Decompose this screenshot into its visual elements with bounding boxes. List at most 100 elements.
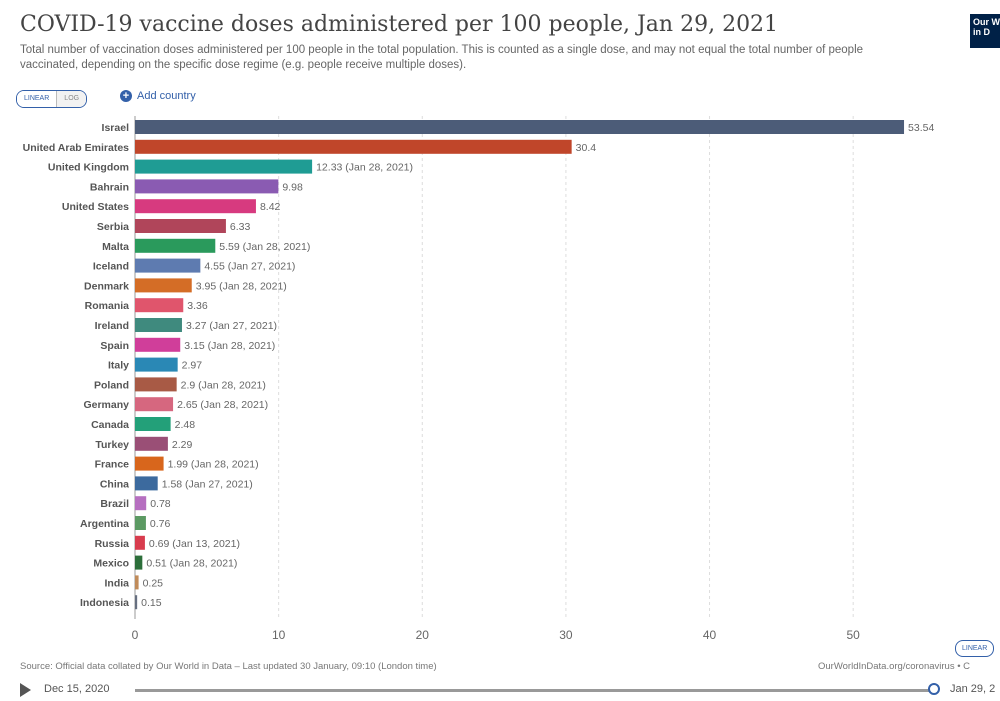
value-label: 3.15 (Jan 28, 2021) bbox=[184, 340, 275, 352]
timeline-handle[interactable] bbox=[928, 683, 940, 695]
bar bbox=[135, 139, 572, 154]
value-label: 3.36 bbox=[187, 300, 208, 312]
logo-line-2: in D bbox=[973, 27, 990, 37]
value-label: 2.29 bbox=[172, 439, 193, 451]
bar bbox=[135, 397, 174, 412]
value-label: 1.58 (Jan 27, 2021) bbox=[162, 478, 253, 490]
category-label: United Kingdom bbox=[48, 162, 129, 174]
bar bbox=[135, 535, 145, 550]
value-label: 2.9 (Jan 28, 2021) bbox=[181, 379, 266, 391]
bar bbox=[135, 120, 905, 134]
play-icon[interactable] bbox=[20, 683, 31, 697]
category-label: Russia bbox=[95, 538, 130, 550]
bar bbox=[135, 337, 181, 352]
category-label: Denmark bbox=[84, 280, 129, 292]
value-label: 9.98 bbox=[282, 181, 303, 193]
scale-toggle[interactable]: LINEAR LOG bbox=[16, 90, 88, 108]
category-label: Indonesia bbox=[80, 597, 129, 609]
bar bbox=[135, 357, 178, 372]
value-label: 3.27 (Jan 27, 2021) bbox=[186, 320, 277, 332]
category-label: Iceland bbox=[93, 261, 129, 273]
value-label: 12.33 (Jan 28, 2021) bbox=[316, 162, 413, 174]
category-label: Canada bbox=[91, 419, 129, 431]
bar bbox=[135, 456, 164, 471]
bar bbox=[135, 219, 226, 233]
category-label: Spain bbox=[100, 340, 129, 352]
timeline-start-date: Dec 15, 2020 bbox=[44, 683, 110, 695]
source-note: Source: Official data collated by Our Wo… bbox=[20, 661, 437, 672]
bar bbox=[135, 417, 171, 431]
x-tick-label: 10 bbox=[272, 628, 286, 642]
bar bbox=[135, 238, 216, 253]
bar bbox=[135, 377, 177, 392]
chart-title: COVID-19 vaccine doses administered per … bbox=[20, 12, 779, 37]
owid-logo[interactable]: Our W in D bbox=[970, 14, 1000, 48]
x-tick-label: 40 bbox=[703, 628, 717, 642]
category-label: Italy bbox=[108, 360, 129, 372]
value-label: 2.65 (Jan 28, 2021) bbox=[177, 399, 268, 411]
bar bbox=[135, 555, 143, 570]
value-label: 53.54 bbox=[908, 122, 934, 134]
bar bbox=[135, 199, 256, 214]
bar bbox=[135, 159, 313, 174]
category-label: Germany bbox=[83, 399, 129, 411]
logo-line-1: Our W bbox=[973, 17, 1000, 27]
category-label: Ireland bbox=[95, 320, 129, 332]
source-link[interactable]: OurWorldInData.org/coronavirus • C bbox=[818, 661, 971, 672]
category-label: Turkey bbox=[95, 439, 129, 451]
timeline-progress bbox=[135, 689, 935, 692]
log-scale-option[interactable]: LOG bbox=[57, 91, 87, 107]
category-label: Poland bbox=[94, 379, 129, 391]
bar bbox=[135, 516, 146, 530]
category-label: Brazil bbox=[100, 498, 129, 510]
value-label: 30.4 bbox=[576, 142, 597, 154]
category-label: India bbox=[104, 577, 129, 589]
value-label: 0.78 bbox=[150, 498, 171, 510]
value-label: 0.25 bbox=[143, 577, 164, 589]
value-label: 0.15 bbox=[141, 597, 162, 609]
value-label: 6.33 bbox=[230, 221, 251, 233]
value-label: 5.59 (Jan 28, 2021) bbox=[219, 241, 310, 253]
bar-chart: Israel 53.54 United Arab Emirates 30.4 Unite… bbox=[23, 116, 934, 642]
x-tick-label: 20 bbox=[416, 628, 430, 642]
category-label: Mexico bbox=[93, 558, 129, 570]
value-label: 3.95 (Jan 28, 2021) bbox=[196, 280, 287, 292]
value-label: 2.48 bbox=[175, 419, 196, 431]
timeline-end-date: Jan 29, 2 bbox=[950, 683, 996, 695]
value-label: 2.97 bbox=[182, 360, 203, 372]
value-label: 0.69 (Jan 13, 2021) bbox=[149, 538, 240, 550]
plus-icon: + bbox=[120, 90, 132, 102]
category-label: Serbia bbox=[97, 221, 129, 233]
x-tick-label: 50 bbox=[847, 628, 861, 642]
category-label: China bbox=[100, 478, 129, 490]
category-label: United States bbox=[62, 201, 129, 213]
value-label: 1.99 (Jan 28, 2021) bbox=[168, 459, 259, 471]
bar bbox=[135, 476, 158, 491]
bar bbox=[135, 318, 182, 332]
timeline: Dec 15, 2020 Jan 29, 2 bbox=[0, 680, 1000, 701]
add-country-button[interactable]: + Add country bbox=[120, 90, 196, 102]
axis-scale-button[interactable]: LINEAR bbox=[955, 640, 995, 657]
value-label: 4.55 (Jan 27, 2021) bbox=[204, 261, 295, 273]
category-label: Bahrain bbox=[90, 181, 129, 193]
value-label: 0.51 (Jan 28, 2021) bbox=[146, 558, 237, 570]
bar bbox=[135, 436, 168, 451]
value-label: 0.76 bbox=[150, 518, 171, 530]
bar bbox=[135, 298, 184, 313]
category-label: Malta bbox=[102, 241, 129, 253]
category-label: France bbox=[95, 459, 130, 471]
value-label: 8.42 bbox=[260, 201, 281, 213]
category-label: Argentina bbox=[80, 518, 129, 530]
add-country-label: Add country bbox=[137, 90, 196, 102]
x-tick-label: 0 bbox=[132, 628, 139, 642]
timeline-track[interactable] bbox=[135, 689, 935, 692]
bar bbox=[135, 278, 192, 293]
chart-subtitle: Total number of vaccination doses admini… bbox=[20, 44, 864, 71]
linear-scale-option[interactable]: LINEAR bbox=[17, 91, 58, 107]
bar bbox=[135, 575, 139, 590]
bar bbox=[135, 496, 147, 511]
x-tick-label: 30 bbox=[559, 628, 573, 642]
bar bbox=[135, 179, 279, 194]
category-label: Israel bbox=[102, 122, 130, 134]
category-label: United Arab Emirates bbox=[23, 142, 130, 154]
